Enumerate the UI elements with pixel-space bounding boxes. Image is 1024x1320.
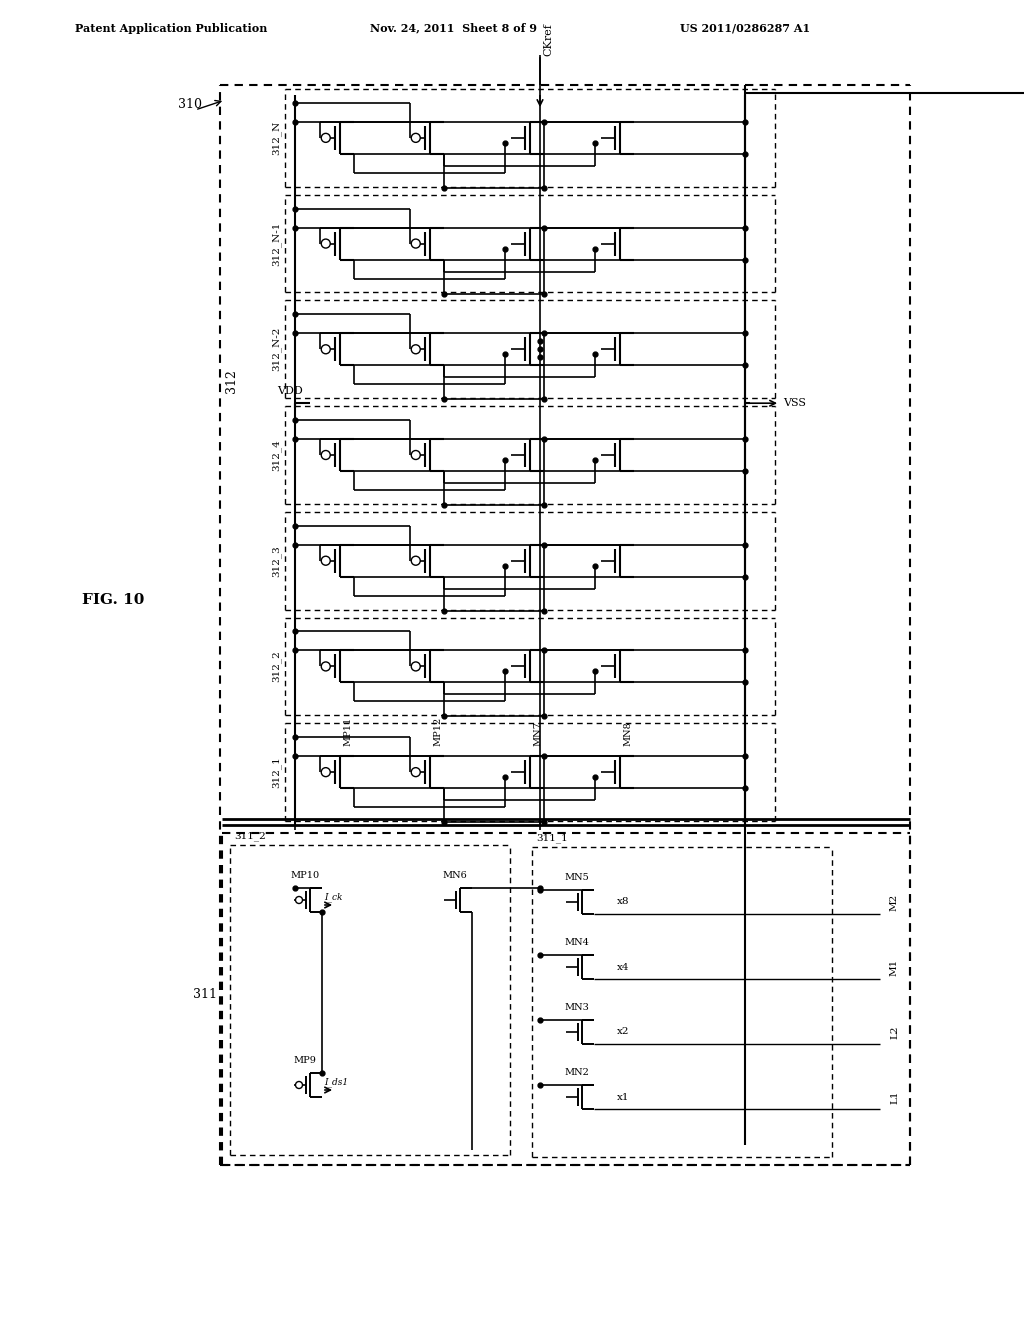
Text: US 2011/0286287 A1: US 2011/0286287 A1: [680, 22, 810, 33]
Text: MN3: MN3: [564, 1003, 590, 1012]
Text: 310: 310: [178, 99, 202, 111]
Text: MP10: MP10: [291, 871, 319, 880]
Text: L1: L1: [890, 1090, 899, 1104]
Text: Patent Application Publication: Patent Application Publication: [75, 22, 267, 33]
Text: MP9: MP9: [294, 1056, 316, 1065]
Text: MN4: MN4: [564, 939, 590, 946]
Text: MN8: MN8: [624, 722, 633, 746]
Text: MN2: MN2: [564, 1068, 590, 1077]
Text: 312_2: 312_2: [271, 651, 281, 682]
Text: 312_N-1: 312_N-1: [271, 222, 281, 265]
Text: MN6: MN6: [442, 871, 467, 880]
Text: I_ck: I_ck: [324, 892, 342, 902]
Text: 311_2: 311_2: [234, 832, 266, 841]
Text: CKref: CKref: [543, 24, 553, 57]
Text: x2: x2: [617, 1027, 630, 1036]
Text: 312_N: 312_N: [271, 120, 281, 154]
Text: 312_1: 312_1: [271, 756, 281, 788]
Text: MN7: MN7: [534, 721, 543, 746]
Text: MP12: MP12: [433, 717, 442, 746]
Text: FIG. 10: FIG. 10: [82, 593, 144, 607]
Text: M1: M1: [890, 958, 899, 975]
Text: 312_3: 312_3: [271, 545, 281, 577]
Text: MP11: MP11: [343, 717, 352, 746]
Text: x1: x1: [617, 1093, 630, 1101]
Text: VSS: VSS: [783, 399, 806, 408]
Text: L2: L2: [890, 1026, 899, 1039]
Text: 311: 311: [193, 989, 217, 1002]
Text: MN5: MN5: [564, 873, 590, 882]
Text: 312: 312: [225, 370, 238, 393]
Text: 312_N-2: 312_N-2: [271, 327, 281, 371]
Text: M2: M2: [890, 894, 899, 911]
Text: I_ds1: I_ds1: [324, 1077, 348, 1086]
Text: x4: x4: [617, 962, 630, 972]
Text: x8: x8: [617, 898, 630, 907]
Text: 311_1: 311_1: [536, 833, 567, 843]
Text: VDD: VDD: [278, 387, 303, 396]
Text: 312_4: 312_4: [271, 440, 281, 471]
Text: Nov. 24, 2011  Sheet 8 of 9: Nov. 24, 2011 Sheet 8 of 9: [370, 22, 537, 33]
